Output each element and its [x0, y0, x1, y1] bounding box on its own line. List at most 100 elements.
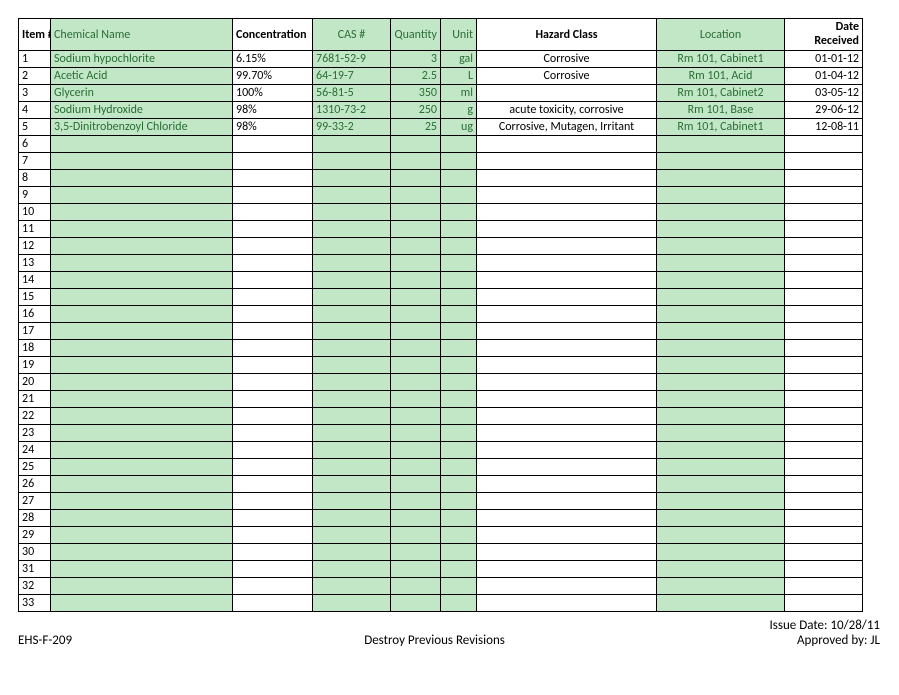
cell-loc — [657, 323, 785, 340]
cell-cas — [313, 391, 391, 408]
cell-cas — [313, 595, 391, 612]
table-row: 1Sodium hypochlorite6.15%7681-52-93galCo… — [19, 51, 863, 68]
cell-date — [785, 527, 863, 544]
cell-loc — [657, 272, 785, 289]
cell-conc — [233, 136, 313, 153]
cell-cas — [313, 561, 391, 578]
cell-item: 2 — [19, 68, 51, 85]
table-row: 21 — [19, 391, 863, 408]
cell-qty — [391, 204, 441, 221]
cell-cas — [313, 493, 391, 510]
table-row: 25 — [19, 459, 863, 476]
cell-conc — [233, 544, 313, 561]
page-footer: Issue Date: 10/28/11 EHS-F-209 Destroy P… — [18, 618, 880, 648]
cell-item: 25 — [19, 459, 51, 476]
cell-loc — [657, 289, 785, 306]
cell-unit — [441, 527, 477, 544]
cell-name — [51, 289, 233, 306]
cell-loc: Rm 101, Cabinet1 — [657, 119, 785, 136]
cell-cas — [313, 272, 391, 289]
cell-item: 14 — [19, 272, 51, 289]
table-row: 26 — [19, 476, 863, 493]
cell-item: 19 — [19, 357, 51, 374]
cell-date: 12-08-11 — [785, 119, 863, 136]
cell-name — [51, 510, 233, 527]
table-row: 31 — [19, 561, 863, 578]
cell-unit: gal — [441, 51, 477, 68]
table-row: 8 — [19, 170, 863, 187]
cell-item: 6 — [19, 136, 51, 153]
cell-hazard — [477, 425, 657, 442]
table-row: 13 — [19, 255, 863, 272]
cell-name — [51, 187, 233, 204]
cell-hazard: Corrosive — [477, 68, 657, 85]
inventory-table: Item #Chemical NameConcentrationCAS #Qua… — [18, 18, 863, 612]
cell-qty — [391, 425, 441, 442]
cell-qty: 350 — [391, 85, 441, 102]
cell-date — [785, 170, 863, 187]
cell-conc — [233, 187, 313, 204]
cell-qty — [391, 170, 441, 187]
issue-date: Issue Date: 10/28/11 — [18, 618, 880, 633]
table-row: 22 — [19, 408, 863, 425]
cell-name — [51, 561, 233, 578]
cell-date — [785, 595, 863, 612]
cell-conc — [233, 221, 313, 238]
cell-qty — [391, 153, 441, 170]
cell-hazard — [477, 289, 657, 306]
cell-loc: Rm 101, Cabinet2 — [657, 85, 785, 102]
table-row: 10 — [19, 204, 863, 221]
cell-conc — [233, 153, 313, 170]
cell-conc: 6.15% — [233, 51, 313, 68]
cell-date — [785, 221, 863, 238]
cell-item: 22 — [19, 408, 51, 425]
cell-hazard — [477, 493, 657, 510]
cell-item: 18 — [19, 340, 51, 357]
col-header-loc: Location — [657, 19, 785, 51]
cell-unit — [441, 493, 477, 510]
table-row: 53,5-Dinitrobenzoyl Chloride98%99-33-225… — [19, 119, 863, 136]
cell-hazard — [477, 170, 657, 187]
cell-unit — [441, 544, 477, 561]
cell-hazard — [477, 391, 657, 408]
cell-hazard — [477, 272, 657, 289]
cell-date — [785, 340, 863, 357]
cell-qty — [391, 493, 441, 510]
cell-hazard — [477, 442, 657, 459]
table-row: 27 — [19, 493, 863, 510]
cell-conc: 100% — [233, 85, 313, 102]
cell-qty — [391, 595, 441, 612]
cell-date: 29-06-12 — [785, 102, 863, 119]
cell-date — [785, 272, 863, 289]
cell-cas: 7681-52-9 — [313, 51, 391, 68]
cell-loc — [657, 204, 785, 221]
cell-loc — [657, 510, 785, 527]
cell-unit — [441, 595, 477, 612]
cell-hazard — [477, 527, 657, 544]
cell-conc — [233, 442, 313, 459]
cell-cas — [313, 544, 391, 561]
cell-unit — [441, 323, 477, 340]
cell-conc: 98% — [233, 102, 313, 119]
cell-qty — [391, 544, 441, 561]
cell-qty — [391, 323, 441, 340]
cell-unit — [441, 391, 477, 408]
cell-name: Glycerin — [51, 85, 233, 102]
cell-qty — [391, 442, 441, 459]
cell-unit — [441, 510, 477, 527]
cell-date — [785, 578, 863, 595]
cell-cas — [313, 578, 391, 595]
cell-cas — [313, 459, 391, 476]
cell-date — [785, 255, 863, 272]
cell-item: 33 — [19, 595, 51, 612]
table-row: 17 — [19, 323, 863, 340]
cell-item: 20 — [19, 374, 51, 391]
table-row: 3Glycerin100%56-81-5350mlRm 101, Cabinet… — [19, 85, 863, 102]
cell-hazard — [477, 595, 657, 612]
cell-name — [51, 425, 233, 442]
table-header-row: Item #Chemical NameConcentrationCAS #Qua… — [19, 19, 863, 51]
cell-item: 17 — [19, 323, 51, 340]
table-row: 33 — [19, 595, 863, 612]
cell-name: Sodium Hydroxide — [51, 102, 233, 119]
cell-name — [51, 476, 233, 493]
